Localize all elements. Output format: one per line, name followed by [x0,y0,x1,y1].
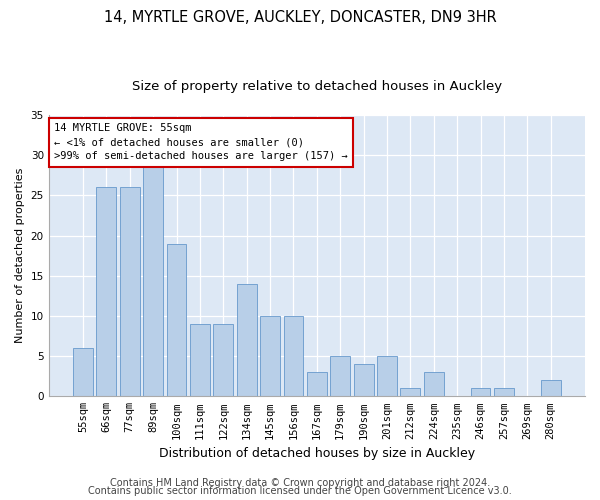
Title: Size of property relative to detached houses in Auckley: Size of property relative to detached ho… [132,80,502,93]
Bar [353,364,374,396]
Y-axis label: Number of detached properties: Number of detached properties [15,168,25,344]
Bar [284,316,304,396]
Bar [97,188,116,396]
Bar [143,163,163,396]
Bar [470,388,490,396]
Text: Contains HM Land Registry data © Crown copyright and database right 2024.: Contains HM Land Registry data © Crown c… [110,478,490,488]
Bar [120,188,140,396]
Bar [214,324,233,396]
Bar [424,372,443,396]
Bar [167,244,187,396]
X-axis label: Distribution of detached houses by size in Auckley: Distribution of detached houses by size … [159,447,475,460]
Bar [307,372,327,396]
Bar [73,348,93,397]
Bar [190,324,210,396]
Bar [541,380,560,396]
Text: 14 MYRTLE GROVE: 55sqm
← <1% of detached houses are smaller (0)
>99% of semi-det: 14 MYRTLE GROVE: 55sqm ← <1% of detached… [54,124,348,162]
Text: Contains public sector information licensed under the Open Government Licence v3: Contains public sector information licen… [88,486,512,496]
Text: 14, MYRTLE GROVE, AUCKLEY, DONCASTER, DN9 3HR: 14, MYRTLE GROVE, AUCKLEY, DONCASTER, DN… [104,10,496,25]
Bar [260,316,280,396]
Bar [330,356,350,397]
Bar [237,284,257,397]
Bar [377,356,397,397]
Bar [494,388,514,396]
Bar [400,388,421,396]
